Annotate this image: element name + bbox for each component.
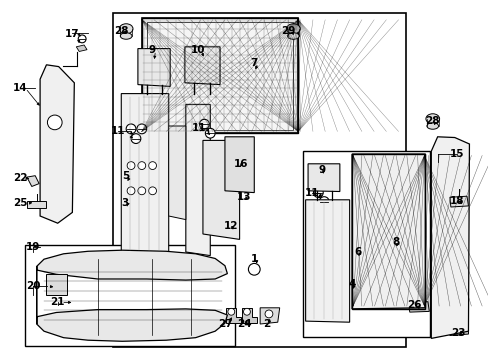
Circle shape	[47, 115, 62, 130]
Text: 11: 11	[192, 123, 206, 133]
Circle shape	[131, 134, 141, 144]
Polygon shape	[46, 274, 67, 295]
Text: 15: 15	[449, 149, 464, 159]
Text: 24: 24	[237, 319, 251, 329]
Polygon shape	[40, 65, 74, 223]
Polygon shape	[351, 154, 425, 309]
Circle shape	[148, 187, 156, 195]
Polygon shape	[27, 201, 46, 208]
Text: 28: 28	[425, 116, 439, 126]
Bar	[146, 22, 293, 130]
Polygon shape	[184, 47, 220, 85]
Text: 4: 4	[347, 279, 355, 289]
Ellipse shape	[119, 24, 133, 34]
Bar	[351, 154, 425, 309]
Text: 17: 17	[65, 29, 80, 39]
Circle shape	[199, 119, 209, 129]
Text: 11: 11	[111, 126, 125, 136]
Text: 11: 11	[304, 188, 319, 198]
Text: 1: 1	[250, 254, 257, 264]
Text: 9: 9	[318, 165, 325, 175]
Circle shape	[264, 310, 272, 318]
Polygon shape	[449, 196, 468, 207]
Circle shape	[227, 308, 234, 315]
Circle shape	[126, 124, 136, 134]
Polygon shape	[203, 140, 239, 239]
Text: 9: 9	[148, 45, 155, 55]
Text: 26: 26	[407, 300, 421, 310]
Text: 29: 29	[281, 26, 295, 36]
Text: 23: 23	[450, 328, 465, 338]
Text: 12: 12	[223, 221, 238, 231]
Text: 21: 21	[50, 297, 65, 307]
Text: 5: 5	[122, 171, 129, 181]
Polygon shape	[430, 137, 468, 338]
Text: 8: 8	[392, 237, 399, 247]
Text: 27: 27	[218, 319, 233, 329]
Circle shape	[138, 162, 145, 170]
Circle shape	[319, 197, 328, 207]
Circle shape	[148, 162, 156, 170]
Text: 7: 7	[250, 58, 258, 68]
Circle shape	[205, 128, 215, 138]
Text: 14: 14	[13, 83, 28, 93]
Bar	[303, 151, 429, 337]
Polygon shape	[76, 45, 87, 51]
Polygon shape	[27, 176, 39, 186]
Polygon shape	[168, 126, 185, 220]
Text: 13: 13	[237, 192, 251, 202]
Polygon shape	[260, 308, 279, 324]
Circle shape	[243, 308, 250, 315]
Text: 20: 20	[26, 281, 41, 291]
Ellipse shape	[287, 33, 299, 39]
Polygon shape	[305, 200, 349, 322]
Polygon shape	[185, 104, 210, 256]
Polygon shape	[449, 327, 468, 336]
Bar	[113, 13, 405, 347]
Circle shape	[248, 264, 260, 275]
Polygon shape	[37, 250, 227, 341]
Polygon shape	[138, 49, 170, 86]
Circle shape	[452, 328, 458, 334]
Polygon shape	[242, 308, 256, 323]
Text: 28: 28	[114, 26, 128, 36]
Text: 3: 3	[121, 198, 128, 208]
Polygon shape	[121, 94, 168, 259]
Bar	[142, 18, 298, 133]
Ellipse shape	[425, 114, 439, 124]
Circle shape	[78, 35, 86, 43]
Text: 25: 25	[13, 198, 28, 208]
Circle shape	[127, 187, 135, 195]
Polygon shape	[142, 18, 298, 133]
Text: 16: 16	[233, 159, 247, 169]
Text: 2: 2	[263, 319, 269, 329]
Circle shape	[127, 162, 135, 170]
Text: 10: 10	[190, 45, 205, 55]
Text: 18: 18	[449, 196, 464, 206]
Polygon shape	[407, 302, 428, 312]
Polygon shape	[307, 164, 339, 192]
Text: 22: 22	[13, 173, 28, 183]
Circle shape	[137, 124, 146, 134]
Ellipse shape	[426, 123, 438, 129]
Circle shape	[138, 187, 145, 195]
Circle shape	[313, 188, 323, 198]
Ellipse shape	[286, 24, 300, 34]
Text: 19: 19	[26, 242, 41, 252]
Polygon shape	[224, 137, 254, 193]
Ellipse shape	[120, 33, 132, 39]
Bar	[25, 245, 234, 346]
Polygon shape	[226, 308, 241, 323]
Text: 6: 6	[354, 247, 361, 257]
